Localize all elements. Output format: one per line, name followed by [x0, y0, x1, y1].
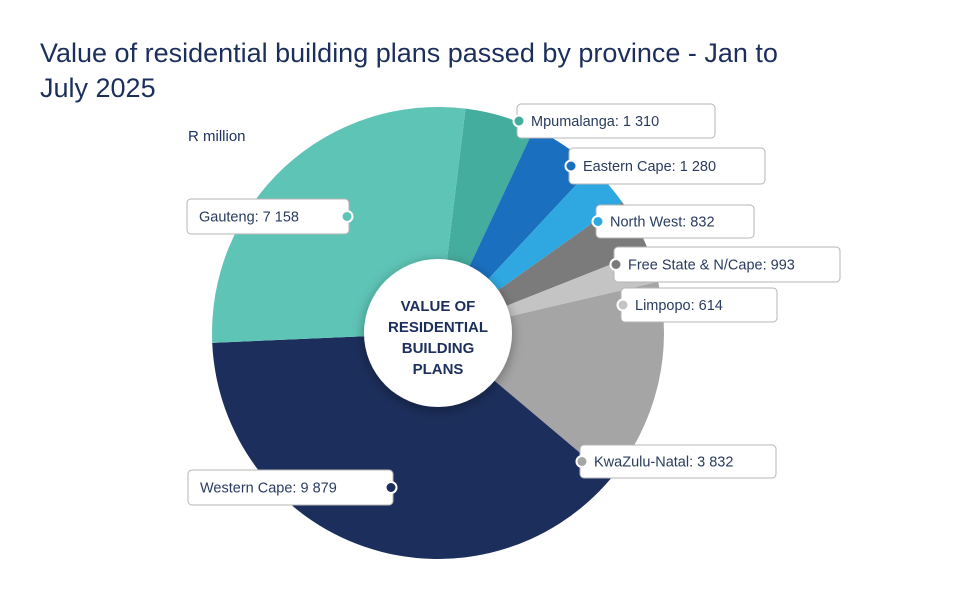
center-label-line-3: BUILDING [402, 340, 475, 357]
label-marker [384, 481, 398, 494]
label-eastern-cape: Eastern Cape: 1 280 [564, 147, 766, 185]
data-label: Free State & N/Cape: 993 [628, 258, 795, 274]
label-marker [591, 215, 605, 228]
data-label: Gauteng: 7 158 [199, 210, 299, 226]
center-badge: VALUE OF RESIDENTIAL BUILDING PLANS [364, 259, 512, 407]
slice-labels: Mpumalanga: 1 310 Eastern Cape: 1 280 Nort… [186, 103, 841, 506]
center-label-line-2: RESIDENTIAL [388, 319, 488, 336]
label-free-state-n-cape: Free State & N/Cape: 993 [609, 246, 841, 283]
center-label-line-4: PLANS [413, 361, 464, 378]
data-label: Eastern Cape: 1 280 [583, 159, 716, 175]
label-gauteng: Gauteng: 7 158 [186, 198, 354, 235]
label-north-west: North West: 832 [591, 204, 755, 239]
data-label: North West: 832 [610, 215, 715, 231]
chart-title: Value of residential building plans pass… [40, 38, 778, 103]
center-label-line-1: VALUE OF [401, 298, 476, 315]
label-mpumalanga: Mpumalanga: 1 310 [512, 103, 716, 139]
label-marker [609, 258, 623, 271]
label-limpopo: Limpopo: 614 [616, 287, 778, 323]
unit-label: R million [188, 128, 246, 145]
data-label: KwaZulu-Natal: 3 832 [594, 455, 733, 471]
center-circle [364, 259, 512, 407]
label-marker [575, 455, 589, 468]
label-western-cape: Western Cape: 9 879 [187, 469, 398, 506]
label-kwazulu-natal: KwaZulu-Natal: 3 832 [575, 444, 777, 479]
label-marker [616, 298, 630, 312]
label-marker [340, 210, 354, 223]
label-marker [512, 114, 526, 128]
data-label: Limpopo: 614 [635, 298, 723, 314]
label-marker [564, 159, 578, 173]
data-label: Western Cape: 9 879 [200, 481, 337, 497]
data-label: Mpumalanga: 1 310 [531, 114, 659, 130]
